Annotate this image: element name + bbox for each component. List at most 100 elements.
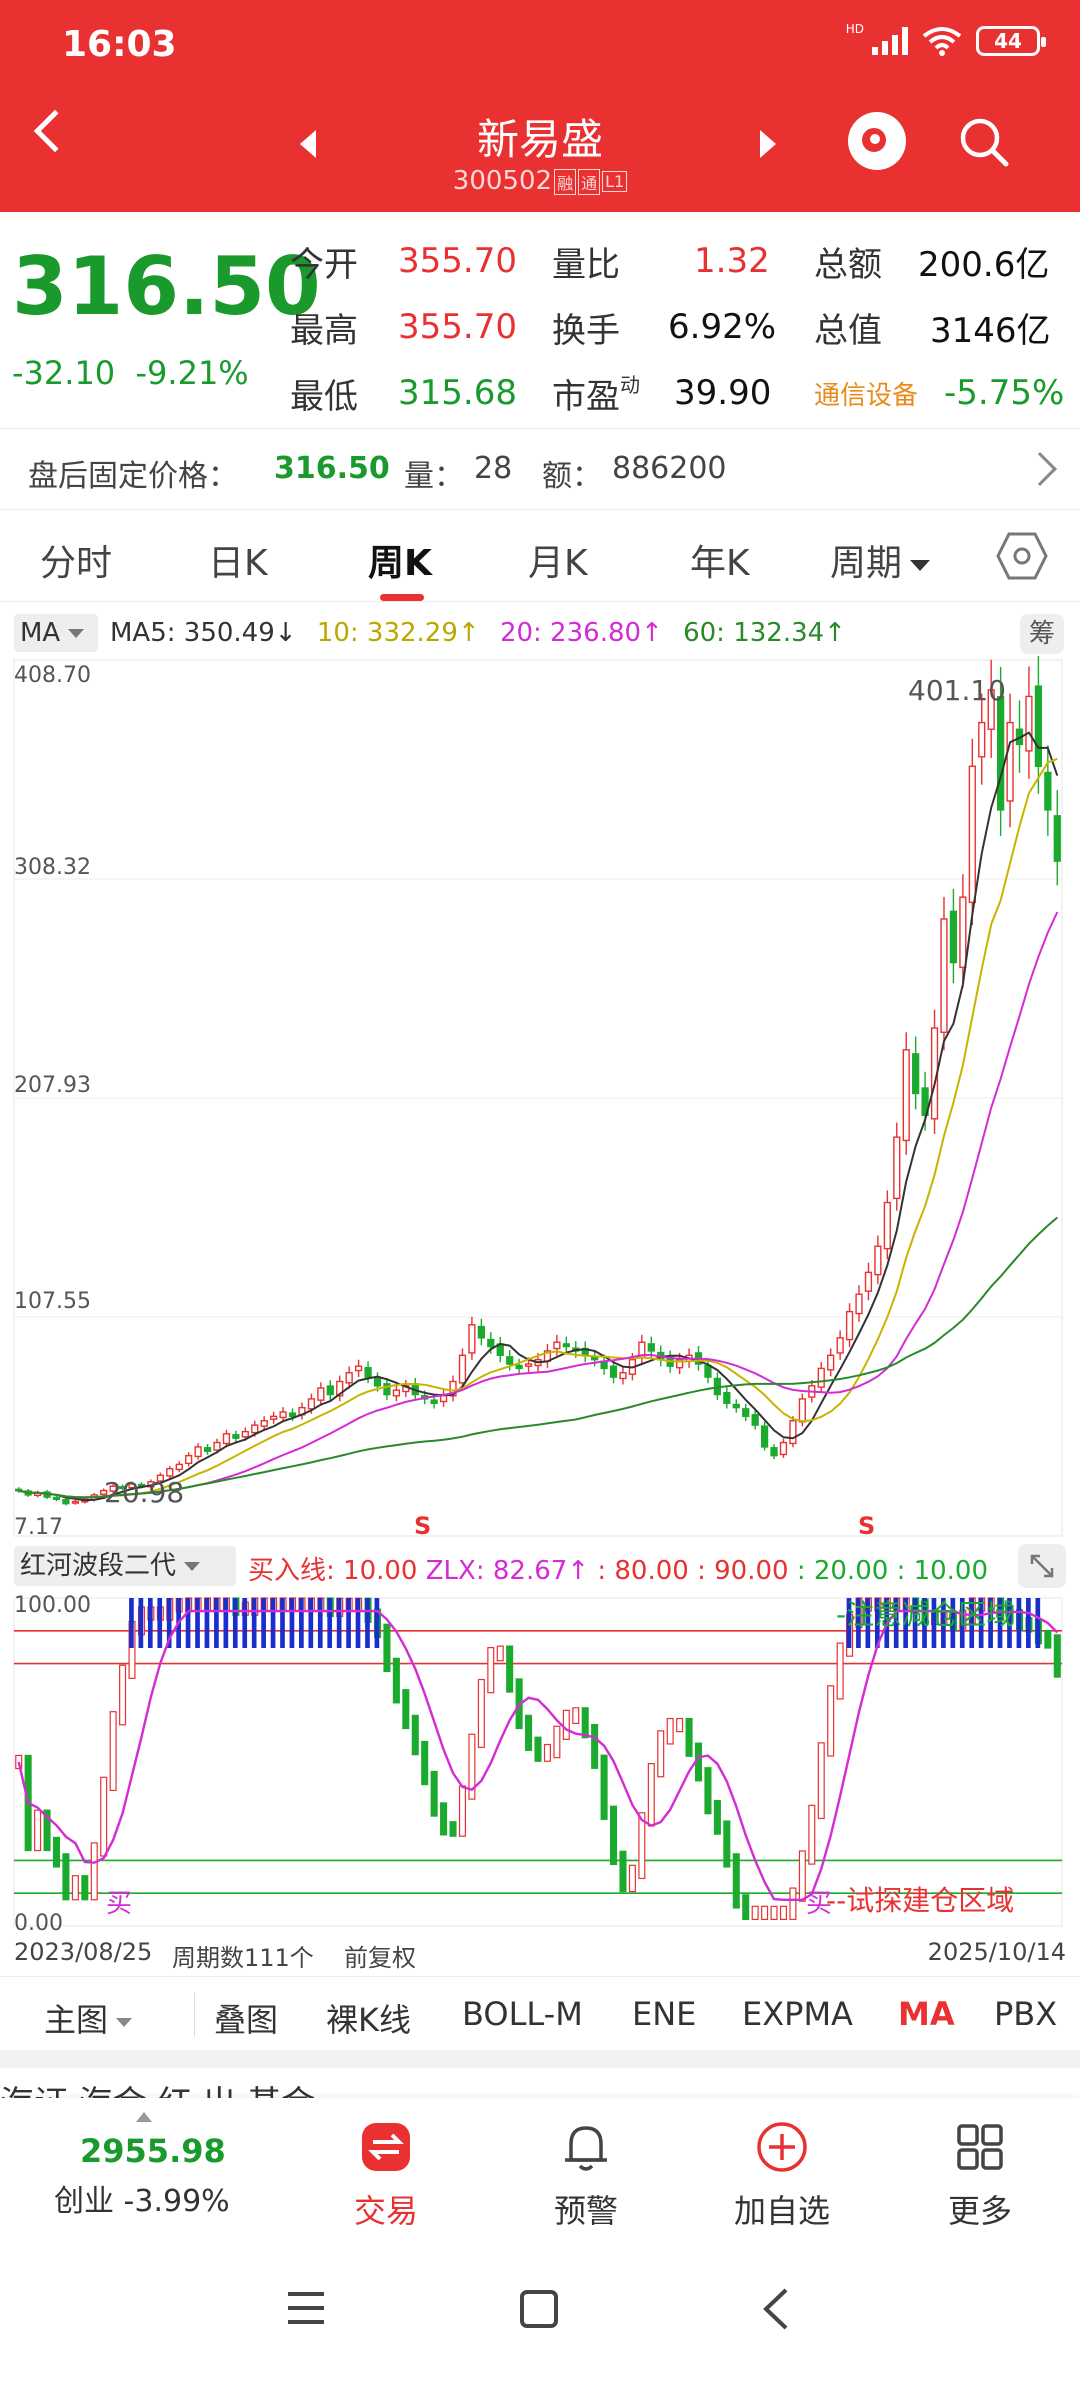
- buy-mark: 买: [106, 1889, 132, 1919]
- y-tick-label: 308.32: [14, 855, 91, 880]
- ma-selector[interactable]: MA: [14, 614, 98, 652]
- back-nav-icon[interactable]: [756, 2286, 796, 2332]
- indicator-bar: [808, 1804, 816, 1865]
- sell-mark: S: [858, 1512, 875, 1540]
- ma60-value: 60: 132.34↑: [683, 618, 846, 648]
- tab-period[interactable]: 周期: [830, 534, 931, 586]
- search-icon[interactable]: [958, 116, 1010, 168]
- sector-link[interactable]: 通信设备: [814, 380, 919, 411]
- after-hours-price: 316.50: [274, 451, 390, 486]
- indicator-bar: [468, 1733, 476, 1800]
- next-stock-icon[interactable]: [760, 130, 776, 158]
- indicator-tabs: 主图 叠图 裸K线 BOLL-M ENE EXPMA MA PBX: [0, 1976, 1080, 2050]
- peek-text: 海证 海金 红 出 基金: [0, 2076, 1080, 2098]
- indicator-bar: [572, 1707, 580, 1725]
- tab-ene[interactable]: ENE: [632, 1995, 697, 2033]
- change-value: -32.10: [12, 354, 116, 392]
- tab-monthly[interactable]: 月K: [528, 543, 588, 584]
- candle-body: [921, 1087, 929, 1117]
- quote-col-2: 量比 1.32 换手 6.92% 市盈动 39.90: [552, 228, 776, 426]
- vol-ratio-value: 1.32: [694, 241, 770, 281]
- grid-icon: [957, 2124, 1003, 2170]
- signal-bar: [138, 1598, 144, 1648]
- settings-hex-icon[interactable]: [996, 530, 1048, 582]
- indicator-legend: 红河波段二代 买入线: 10.00 ZLX: 82.67↑ : 80.00 : …: [0, 1540, 1080, 1592]
- signal-bar: [1026, 1598, 1031, 1648]
- expand-icon[interactable]: [1018, 1544, 1066, 1588]
- candle-body: [723, 1391, 731, 1404]
- menu-icon[interactable]: [284, 2288, 328, 2328]
- candle-body: [751, 1414, 759, 1426]
- tab-weekly[interactable]: 周K: [368, 543, 432, 584]
- tab-expma[interactable]: EXPMA: [742, 1995, 853, 2033]
- candle-body: [515, 1364, 523, 1370]
- index-label[interactable]: 创业 -3.99%: [54, 2184, 230, 2219]
- nav-trade[interactable]: 交易: [316, 2120, 456, 2232]
- tab-daily[interactable]: 日K: [208, 543, 268, 584]
- indicator-bar: [647, 1763, 655, 1827]
- indicator-selector[interactable]: 红河波段二代: [14, 1546, 236, 1586]
- start-date: 2023/08/25: [14, 1938, 153, 1966]
- signal-bar: [988, 1598, 993, 1648]
- back-icon[interactable]: [33, 109, 77, 153]
- mascot-icon[interactable]: [848, 112, 906, 170]
- tab-yearly[interactable]: 年K: [690, 543, 750, 584]
- indicator-bar: [610, 1805, 618, 1866]
- zlx-value: ZLX: 82.67↑: [425, 1556, 590, 1586]
- chip-distribution-button[interactable]: 筹: [1020, 614, 1064, 654]
- tab-intraday[interactable]: 分时: [40, 543, 113, 584]
- candle-body: [864, 1271, 873, 1292]
- nav-more[interactable]: 更多: [910, 2120, 1050, 2232]
- ma5-line: [18, 731, 1059, 1502]
- signal-bar: [978, 1598, 984, 1648]
- candle-body: [1053, 815, 1061, 862]
- candle-body: [732, 1403, 740, 1409]
- indicator-bar: [525, 1714, 533, 1751]
- signal-bar: [195, 1598, 200, 1648]
- tab-overlay[interactable]: 叠图: [214, 2001, 279, 2039]
- indicator-bar: [109, 1711, 117, 1792]
- candle-body: [836, 1337, 844, 1354]
- caret-down-icon: [184, 1562, 201, 1571]
- home-icon[interactable]: [518, 2288, 560, 2330]
- prev-stock-icon[interactable]: [300, 130, 316, 158]
- candle-body: [430, 1399, 438, 1404]
- candle-body: [336, 1380, 344, 1397]
- trade-icon: [362, 2123, 410, 2171]
- caret-down-icon: [68, 629, 85, 638]
- indicator-chart[interactable]: 100.00 0.00 -注意减仓区域 --试探建仓区域 买 买: [0, 1590, 1080, 1934]
- signal-bar: [261, 1598, 266, 1648]
- signal-bar: [223, 1598, 229, 1648]
- active-tab-indicator: [380, 594, 424, 601]
- signal-bar: [147, 1598, 153, 1648]
- wifi-icon: [922, 27, 962, 56]
- signal-bar: [903, 1598, 908, 1648]
- indicator-bar: [742, 1894, 750, 1921]
- candle-body: [364, 1366, 372, 1378]
- candle-body: [1006, 721, 1014, 802]
- candle-body: [1025, 695, 1033, 752]
- candle-body: [553, 1341, 561, 1350]
- candle-body: [619, 1372, 627, 1380]
- indicator-bar: [496, 1645, 504, 1662]
- candle-body: [855, 1293, 863, 1315]
- candle-body: [487, 1338, 495, 1348]
- tab-boll-m[interactable]: BOLL-M: [462, 1995, 583, 2033]
- indicator-bar: [402, 1689, 410, 1730]
- candle-body: [883, 1201, 891, 1250]
- tab-pbx[interactable]: PBX: [994, 1995, 1058, 2033]
- signal-bar: [289, 1598, 295, 1648]
- nav-add-watchlist[interactable]: 加自选: [712, 2120, 852, 2232]
- expand-up-icon[interactable]: [136, 2112, 152, 2122]
- tab-naked-k[interactable]: 裸K线: [326, 2001, 411, 2039]
- signal-bar: [997, 1598, 1003, 1648]
- indicator-bar: [430, 1770, 438, 1817]
- tab-ma[interactable]: MA: [898, 1995, 955, 2033]
- after-hours-bar[interactable]: 盘后固定价格： 316.50 量： 28 额： 886200: [0, 428, 1080, 510]
- adjust-mode[interactable]: 前复权: [344, 1944, 416, 1972]
- tab-main-chart[interactable]: 主图: [44, 1995, 133, 2041]
- kline-chart[interactable]: 408.70 308.32 207.93 107.55 7.17 401.10 …: [0, 656, 1080, 1540]
- index-value[interactable]: 2955.98: [80, 2132, 226, 2170]
- signal-bar: [166, 1598, 172, 1648]
- nav-alert[interactable]: 预警: [516, 2120, 656, 2232]
